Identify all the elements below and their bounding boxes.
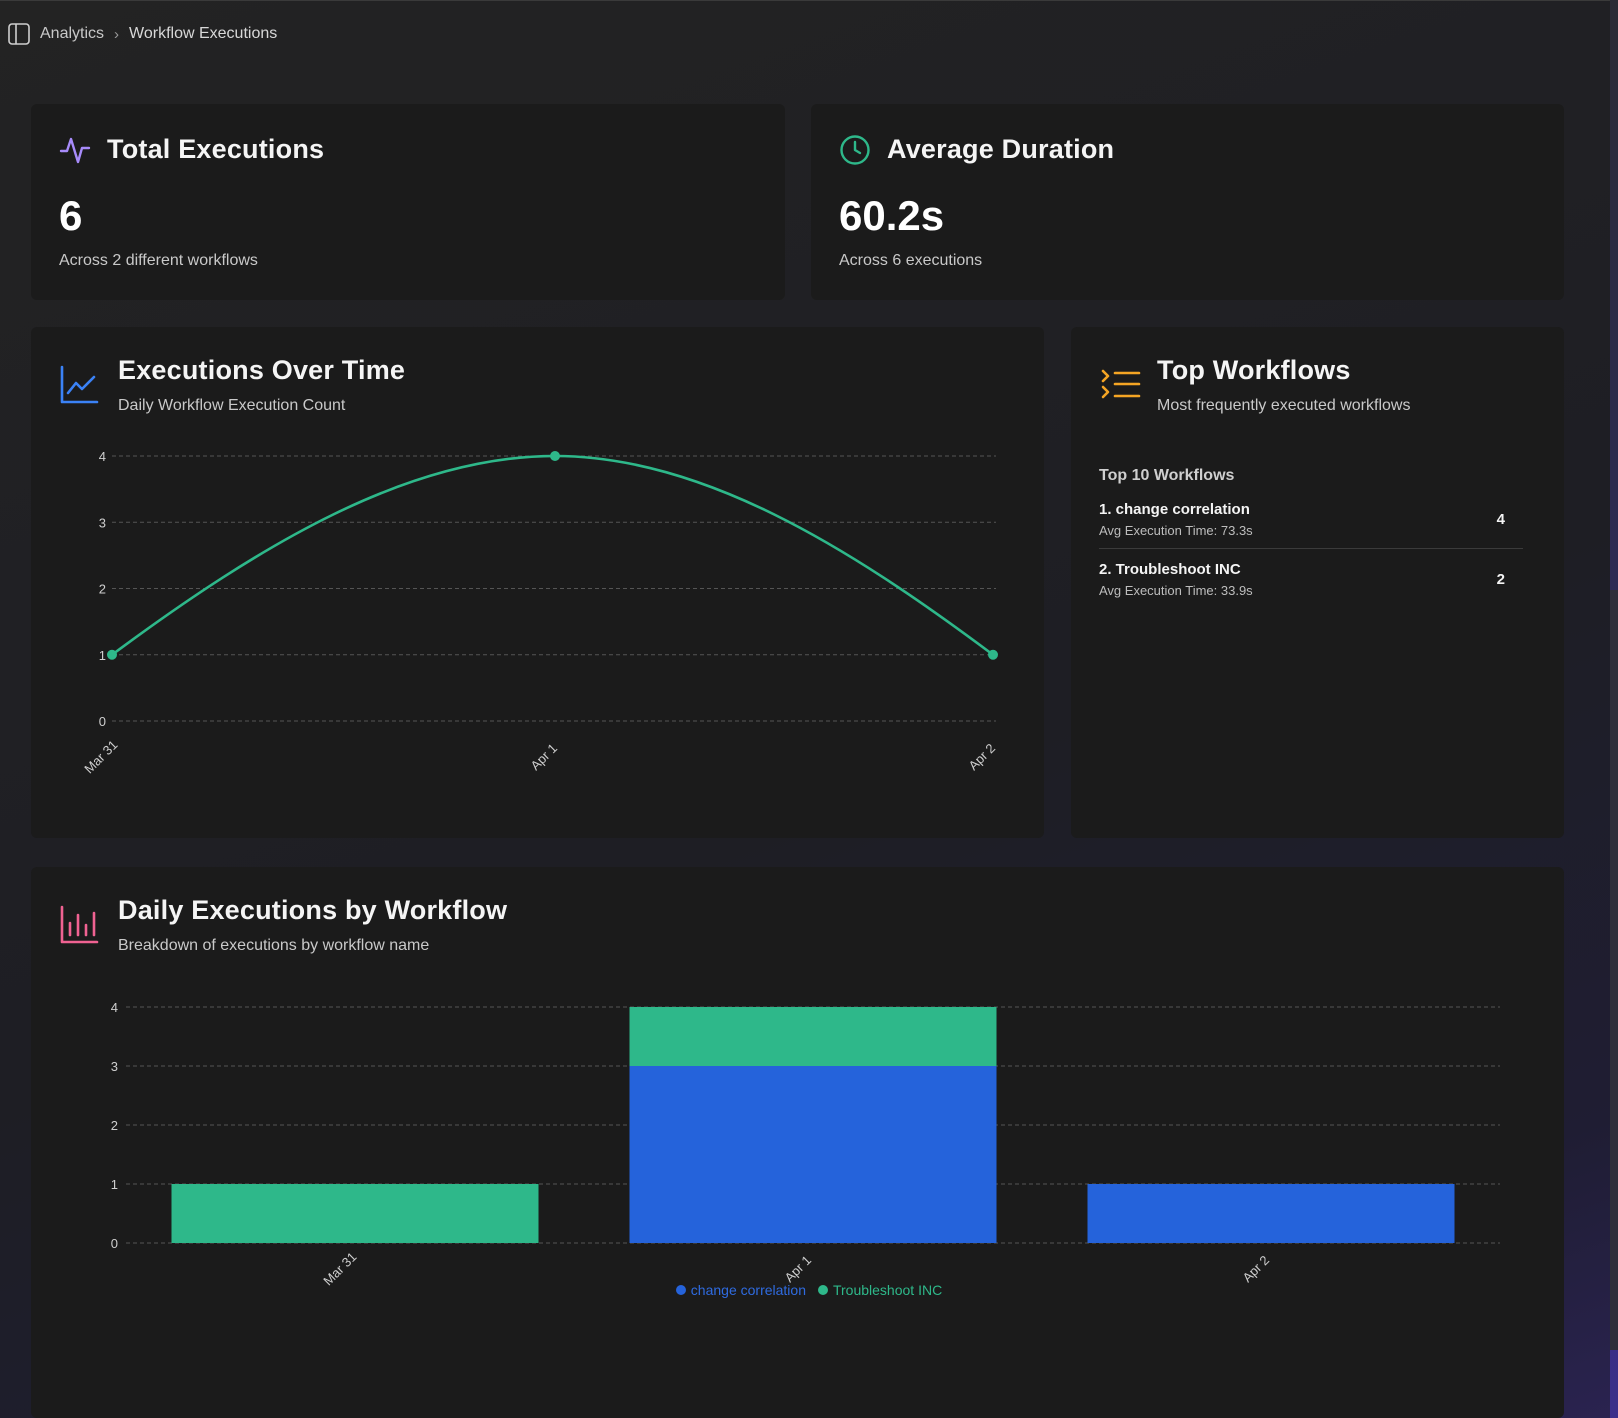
workflow-count: 2 xyxy=(1496,571,1505,588)
legend-dot xyxy=(675,1285,686,1295)
daily-executions-title: Daily Executions by Workflow xyxy=(118,895,508,925)
bar-chart-icon xyxy=(59,905,99,950)
data-point xyxy=(550,451,560,461)
legend-item-troubleshoot-inc[interactable]: Troubleshoot INC xyxy=(817,1282,943,1298)
total-executions-subtitle: Across 2 different workflows xyxy=(59,252,258,269)
sidebar-toggle-icon[interactable] xyxy=(8,23,30,45)
top-border xyxy=(0,0,1618,1)
y-tick-label: 3 xyxy=(99,515,106,530)
total-executions-card: Total Executions 6 Across 2 different wo… xyxy=(31,104,785,300)
top-workflows-section-title: Top 10 Workflows xyxy=(1099,467,1235,484)
y-tick-label: 2 xyxy=(99,582,106,597)
legend-dot xyxy=(817,1285,828,1295)
list-item[interactable]: 2. Troubleshoot INC Avg Execution Time: … xyxy=(1099,561,1523,619)
executions-over-time-card: Executions Over Time Daily Workflow Exec… xyxy=(31,327,1044,838)
clock-icon xyxy=(839,134,871,171)
divider xyxy=(1099,548,1523,549)
workflow-avg-time: Avg Execution Time: 33.9s xyxy=(1099,583,1253,598)
y-tick-label: 4 xyxy=(99,449,106,464)
x-tick-label: Apr 2 xyxy=(966,741,999,774)
average-duration-title: Average Duration xyxy=(887,134,1115,164)
x-tick-label: Mar 31 xyxy=(81,737,120,776)
legend-label: change correlation xyxy=(690,1282,806,1298)
total-executions-value: 6 xyxy=(59,192,83,239)
x-tick-label: Apr 1 xyxy=(528,741,561,774)
list-item[interactable]: 1. change correlation Avg Execution Time… xyxy=(1099,501,1523,559)
chart-legend: change correlation Troubleshoot INC xyxy=(0,1282,1618,1298)
executions-over-time-title: Executions Over Time xyxy=(118,355,406,385)
series-line xyxy=(111,454,994,656)
breadcrumb-analytics-link[interactable]: Analytics xyxy=(40,25,105,42)
workflow-avg-time: Avg Execution Time: 73.3s xyxy=(1099,523,1253,538)
top-workflows-subtitle: Most frequently executed workflows xyxy=(1157,397,1411,414)
y-tick-label: 1 xyxy=(99,648,106,663)
activity-icon xyxy=(59,134,91,171)
data-point xyxy=(107,649,117,660)
workflow-name: 1. change correlation xyxy=(1099,501,1250,518)
workflow-count: 4 xyxy=(1496,511,1505,528)
daily-executions-subtitle: Breakdown of executions by workflow name xyxy=(118,937,430,954)
average-duration-card: Average Duration 60.2s Across 6 executio… xyxy=(811,104,1564,300)
daily-executions-card: Daily Executions by Workflow Breakdown o… xyxy=(31,867,1564,1418)
average-duration-value: 60.2s xyxy=(839,192,945,239)
executions-over-time-subtitle: Daily Workflow Execution Count xyxy=(118,397,346,414)
list-icon xyxy=(1101,369,1141,406)
legend-label: Troubleshoot INC xyxy=(832,1282,943,1298)
scrollbar-thumb[interactable] xyxy=(1610,590,1618,1350)
workflow-name: 2. Troubleshoot INC xyxy=(1099,561,1241,578)
breadcrumb: Analytics › Workflow Executions xyxy=(8,22,277,46)
y-tick-label: 0 xyxy=(99,714,106,729)
executions-line-chart: 0 1 2 3 4 Mar 31 Apr 1 Apr 2 xyxy=(81,449,999,776)
data-point xyxy=(988,649,998,660)
average-duration-subtitle: Across 6 executions xyxy=(839,252,983,269)
total-executions-title: Total Executions xyxy=(107,134,325,164)
breadcrumb-current: Workflow Executions xyxy=(129,25,278,42)
chevron-right-icon: › xyxy=(114,25,120,43)
legend-item-change-correlation[interactable]: change correlation xyxy=(675,1282,806,1298)
top-workflows-card: Top Workflows Most frequently executed w… xyxy=(1071,327,1564,838)
line-chart-icon xyxy=(59,365,99,410)
scrollbar[interactable] xyxy=(1610,0,1618,1418)
top-workflows-title: Top Workflows xyxy=(1157,355,1351,385)
